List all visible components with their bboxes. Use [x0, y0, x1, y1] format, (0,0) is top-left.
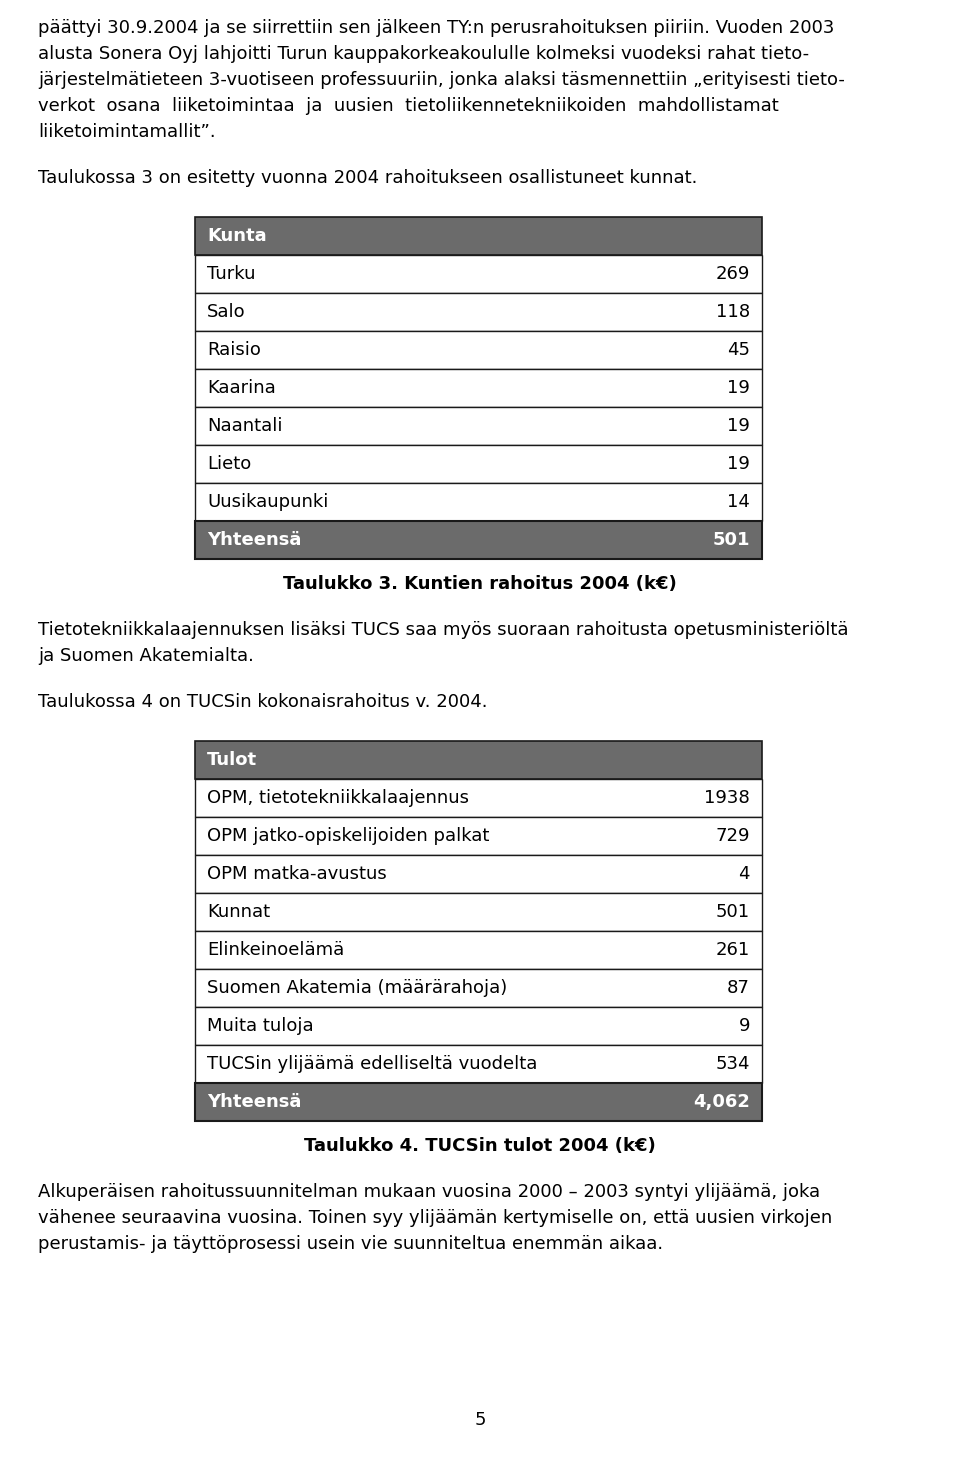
- Text: 118: 118: [716, 304, 750, 321]
- Bar: [195, 970, 762, 1006]
- Text: Taulukko 3. Kuntien rahoitus 2004 (k€): Taulukko 3. Kuntien rahoitus 2004 (k€): [283, 575, 677, 593]
- Text: Alkuperäisen rahoitussuunnitelman mukaan vuosina 2000 – 2003 syntyi ylijäämä, jo: Alkuperäisen rahoitussuunnitelman mukaan…: [38, 1182, 820, 1201]
- Text: 4: 4: [738, 866, 750, 883]
- Text: OPM jatko-opiskelijoiden palkat: OPM jatko-opiskelijoiden palkat: [207, 827, 490, 845]
- Text: ja Suomen Akatemialta.: ja Suomen Akatemialta.: [38, 647, 253, 665]
- Text: 19: 19: [727, 378, 750, 398]
- Text: 45: 45: [727, 340, 750, 359]
- Text: liiketoimintamallit”.: liiketoimintamallit”.: [38, 123, 216, 141]
- Text: Kaarina: Kaarina: [207, 378, 276, 398]
- Bar: [195, 932, 762, 970]
- Text: Kunnat: Kunnat: [207, 904, 270, 921]
- Bar: [195, 1006, 762, 1045]
- Text: Yhteensä: Yhteensä: [207, 531, 301, 549]
- Bar: [195, 217, 762, 255]
- Text: 4,062: 4,062: [693, 1093, 750, 1111]
- Text: OPM matka-avustus: OPM matka-avustus: [207, 866, 387, 883]
- Text: Suomen Akatemia (määrärahoja): Suomen Akatemia (määrärahoja): [207, 978, 507, 998]
- Bar: [195, 779, 762, 817]
- Text: 1938: 1938: [705, 789, 750, 807]
- Bar: [195, 741, 762, 779]
- Text: Uusikaupunki: Uusikaupunki: [207, 493, 328, 511]
- Bar: [195, 817, 762, 855]
- Bar: [195, 1045, 762, 1083]
- Bar: [195, 893, 762, 932]
- Text: Lieto: Lieto: [207, 455, 252, 472]
- Text: Tietotekniikkalaajennuksen lisäksi TUCS saa myös suoraan rahoitusta opetusminist: Tietotekniikkalaajennuksen lisäksi TUCS …: [38, 621, 849, 640]
- Text: Taulukko 4. TUCSin tulot 2004 (k€): Taulukko 4. TUCSin tulot 2004 (k€): [304, 1137, 656, 1155]
- Text: 5: 5: [474, 1411, 486, 1429]
- Text: perustamis- ja täyttöprosessi usein vie suunniteltua enemmän aikaa.: perustamis- ja täyttöprosessi usein vie …: [38, 1235, 663, 1253]
- Bar: [195, 483, 762, 521]
- Text: 9: 9: [738, 1017, 750, 1036]
- Text: 501: 501: [712, 531, 750, 549]
- Text: OPM, tietotekniikkalaajennus: OPM, tietotekniikkalaajennus: [207, 789, 469, 807]
- Bar: [195, 255, 762, 293]
- Text: 534: 534: [715, 1055, 750, 1072]
- Bar: [195, 406, 762, 445]
- Text: 19: 19: [727, 455, 750, 472]
- Text: 501: 501: [716, 904, 750, 921]
- Bar: [195, 332, 762, 370]
- Text: 729: 729: [715, 827, 750, 845]
- Bar: [195, 521, 762, 559]
- Text: Elinkeinoelämä: Elinkeinoelämä: [207, 940, 345, 959]
- Bar: [195, 293, 762, 332]
- Text: päättyi 30.9.2004 ja se siirrettiin sen jälkeen TY:n perusrahoituksen piiriin. V: päättyi 30.9.2004 ja se siirrettiin sen …: [38, 19, 834, 37]
- Text: järjestelmätieteen 3-vuotiseen professuuriin, jonka alaksi täsmennettiin „erityi: järjestelmätieteen 3-vuotiseen professuu…: [38, 70, 845, 89]
- Text: Taulukossa 3 on esitetty vuonna 2004 rahoitukseen osallistuneet kunnat.: Taulukossa 3 on esitetty vuonna 2004 rah…: [38, 169, 697, 186]
- Text: Yhteensä: Yhteensä: [207, 1093, 301, 1111]
- Bar: [195, 1083, 762, 1121]
- Text: vähenee seuraavina vuosina. Toinen syy ylijäämän kertymiselle on, että uusien vi: vähenee seuraavina vuosina. Toinen syy y…: [38, 1209, 832, 1226]
- Text: Raisio: Raisio: [207, 340, 261, 359]
- Text: 14: 14: [727, 493, 750, 511]
- Text: 269: 269: [715, 266, 750, 283]
- Text: alusta Sonera Oyj lahjoitti Turun kauppakorkeakoululle kolmeksi vuodeksi rahat t: alusta Sonera Oyj lahjoitti Turun kauppa…: [38, 45, 809, 63]
- Bar: [195, 370, 762, 406]
- Text: TUCSin ylijäämä edelliseltä vuodelta: TUCSin ylijäämä edelliseltä vuodelta: [207, 1055, 538, 1072]
- Text: Salo: Salo: [207, 304, 246, 321]
- Text: Naantali: Naantali: [207, 417, 282, 436]
- Text: Taulukossa 4 on TUCSin kokonaisrahoitus v. 2004.: Taulukossa 4 on TUCSin kokonaisrahoitus …: [38, 692, 488, 711]
- Text: Kunta: Kunta: [207, 227, 267, 245]
- Text: verkot  osana  liiketoimintaa  ja  uusien  tietoliikennetekniikoiden  mahdollist: verkot osana liiketoimintaa ja uusien ti…: [38, 97, 779, 114]
- Text: 87: 87: [727, 978, 750, 998]
- Text: Muita tuloja: Muita tuloja: [207, 1017, 314, 1036]
- Text: 261: 261: [716, 940, 750, 959]
- Bar: [195, 855, 762, 893]
- Text: Turku: Turku: [207, 266, 255, 283]
- Text: 19: 19: [727, 417, 750, 436]
- Bar: [195, 445, 762, 483]
- Text: Tulot: Tulot: [207, 751, 257, 769]
